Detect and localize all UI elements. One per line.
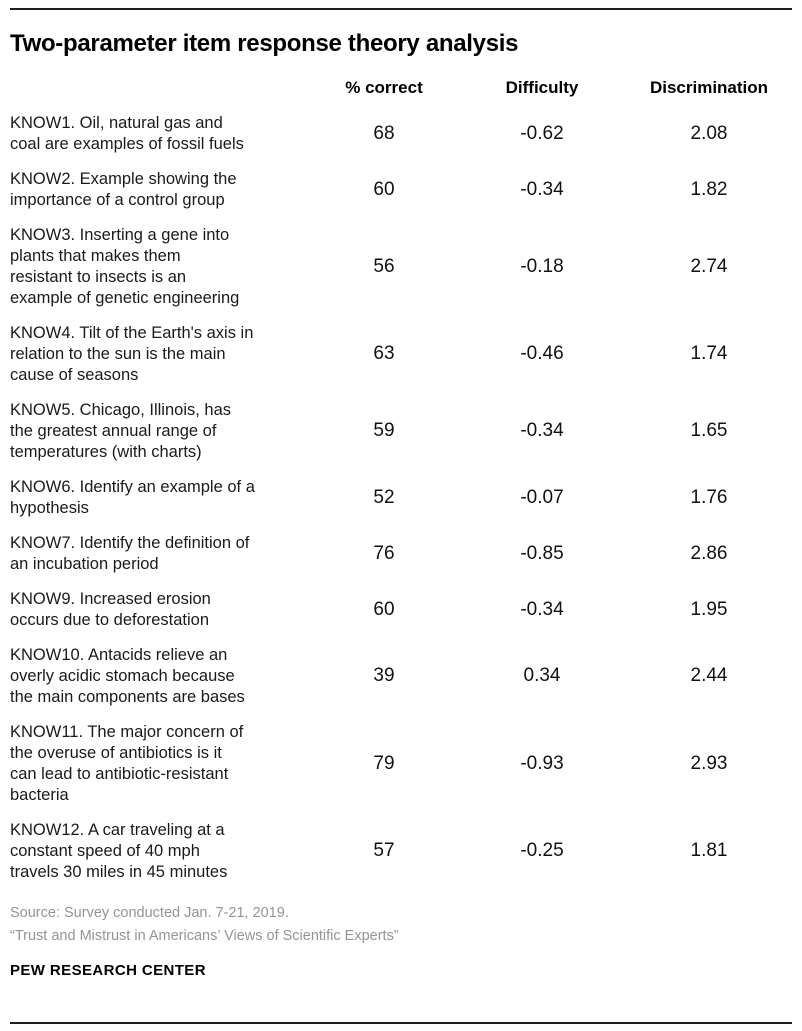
- item-label: KNOW6. Identify an example of a hypothes…: [10, 477, 255, 517]
- page-title: Two-parameter item response theory analy…: [10, 30, 519, 57]
- discrimination-value: 1.74: [690, 343, 728, 365]
- figure-page: Two-parameter item response theory analy…: [0, 8, 802, 1024]
- discrimination-value: 1.76: [690, 486, 728, 508]
- discrimination-value: 1.82: [690, 178, 728, 200]
- table-row: KNOW3. Inserting a gene into plants that…: [10, 218, 792, 316]
- difficulty-value: -0.25: [520, 840, 564, 862]
- percent-correct-value: 39: [373, 665, 395, 687]
- column-header-difficulty: Difficulty: [505, 77, 579, 97]
- irt-analysis-table: % correct Difficulty Discrimination KNOW…: [10, 72, 792, 890]
- bottom-divider: [10, 1022, 792, 1024]
- difficulty-value: -0.85: [520, 542, 564, 564]
- discrimination-value: 2.74: [690, 255, 728, 277]
- top-divider: [10, 8, 792, 10]
- discrimination-value: 1.81: [690, 840, 728, 862]
- item-label: KNOW5. Chicago, Illinois, has the greate…: [10, 400, 232, 461]
- item-label: KNOW12. A car traveling at a constant sp…: [10, 820, 228, 881]
- item-label: KNOW10. Antacids relieve an overly acidi…: [10, 645, 245, 706]
- percent-correct-value: 76: [373, 542, 395, 564]
- table-row: KNOW12. A car traveling at a constant sp…: [10, 813, 792, 890]
- difficulty-value: -0.62: [520, 122, 564, 144]
- difficulty-value: -0.46: [520, 343, 564, 365]
- item-label: KNOW1. Oil, natural gas and coal are exa…: [10, 113, 244, 153]
- percent-correct-value: 68: [373, 122, 395, 144]
- table-row: KNOW10. Antacids relieve an overly acidi…: [10, 638, 792, 715]
- discrimination-value: 1.95: [690, 598, 728, 620]
- difficulty-value: -0.93: [520, 752, 564, 774]
- percent-correct-value: 56: [373, 255, 395, 277]
- column-header-item: [10, 72, 310, 106]
- item-label: KNOW4. Tilt of the Earth's axis in relat…: [10, 323, 254, 384]
- figure-footer: Source: Survey conducted Jan. 7-21, 2019…: [10, 902, 792, 979]
- table-row: KNOW7. Identify the definition of an inc…: [10, 526, 792, 582]
- item-label: KNOW7. Identify the definition of an inc…: [10, 533, 250, 573]
- difficulty-value: 0.34: [523, 665, 561, 687]
- source-note: Source: Survey conducted Jan. 7-21, 2019…: [10, 904, 289, 921]
- discrimination-value: 1.65: [690, 420, 728, 442]
- item-label: KNOW3. Inserting a gene into plants that…: [10, 225, 240, 307]
- percent-correct-value: 57: [373, 840, 395, 862]
- org-name: PEW RESEARCH CENTER: [10, 961, 206, 979]
- difficulty-value: -0.18: [520, 255, 564, 277]
- table-row: KNOW1. Oil, natural gas and coal are exa…: [10, 106, 792, 162]
- percent-correct-value: 59: [373, 420, 395, 442]
- column-header-discrimination: Discrimination: [649, 77, 769, 97]
- item-label: KNOW9. Increased erosion occurs due to d…: [10, 589, 211, 629]
- discrimination-value: 2.93: [690, 752, 728, 774]
- percent-correct-value: 79: [373, 752, 395, 774]
- table-row: KNOW2. Example showing the importance of…: [10, 162, 792, 218]
- table-row: KNOW6. Identify an example of a hypothes…: [10, 470, 792, 526]
- table-header-row: % correct Difficulty Discrimination: [10, 72, 792, 106]
- table-row: KNOW4. Tilt of the Earth's axis in relat…: [10, 316, 792, 393]
- difficulty-value: -0.34: [520, 178, 564, 200]
- table-row: KNOW9. Increased erosion occurs due to d…: [10, 582, 792, 638]
- difficulty-value: -0.07: [520, 486, 564, 508]
- table-row: KNOW5. Chicago, Illinois, has the greate…: [10, 393, 792, 470]
- percent-correct-value: 60: [373, 178, 395, 200]
- report-title-note: “Trust and Mistrust in Americans’ Views …: [10, 927, 399, 944]
- percent-correct-value: 60: [373, 598, 395, 620]
- percent-correct-value: 63: [373, 343, 395, 365]
- discrimination-value: 2.08: [690, 122, 728, 144]
- percent-correct-value: 52: [373, 486, 395, 508]
- table-row: KNOW11. The major concern of the overuse…: [10, 715, 792, 813]
- difficulty-value: -0.34: [520, 420, 564, 442]
- item-label: KNOW2. Example showing the importance of…: [10, 169, 237, 209]
- discrimination-value: 2.44: [690, 665, 728, 687]
- difficulty-value: -0.34: [520, 598, 564, 620]
- discrimination-value: 2.86: [690, 542, 728, 564]
- column-header-percent-correct: % correct: [345, 77, 423, 97]
- item-label: KNOW11. The major concern of the overuse…: [10, 722, 244, 804]
